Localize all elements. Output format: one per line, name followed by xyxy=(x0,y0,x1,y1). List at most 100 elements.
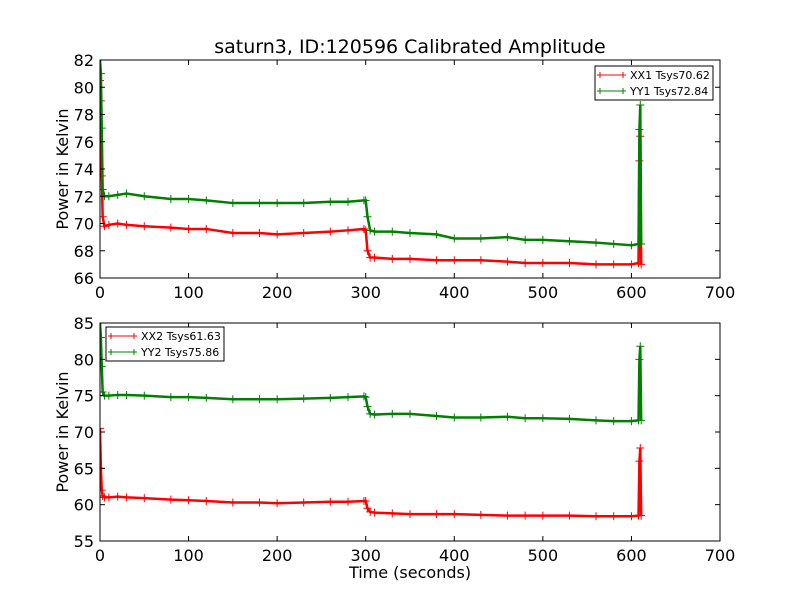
data-point xyxy=(363,246,372,255)
data-point xyxy=(122,390,131,399)
data-point xyxy=(100,486,106,495)
data-point xyxy=(521,414,530,423)
legend-marker xyxy=(620,72,626,78)
data-point xyxy=(388,227,397,236)
data-point xyxy=(565,237,574,246)
data-point xyxy=(104,391,113,400)
legend-1: XX2 Tsys61.63 YY2 Tsys75.86 xyxy=(105,326,225,362)
data-point xyxy=(432,256,441,265)
data-point xyxy=(113,492,122,501)
data-point xyxy=(202,196,211,205)
data-point xyxy=(636,100,645,109)
data-point xyxy=(521,511,530,520)
legend-marker xyxy=(108,333,114,339)
data-point xyxy=(255,229,264,238)
data-point xyxy=(202,497,211,506)
data-point xyxy=(184,496,193,505)
data-point xyxy=(627,512,636,521)
x-axis-label: Time (seconds) xyxy=(348,563,471,582)
legend-marker xyxy=(597,88,603,94)
data-point xyxy=(363,402,372,411)
data-point xyxy=(406,409,414,418)
data-point xyxy=(228,498,237,507)
data-point xyxy=(627,241,636,250)
x-tick-label: 500 xyxy=(528,283,559,302)
data-point xyxy=(503,233,512,242)
data-point xyxy=(503,511,512,520)
data-point xyxy=(344,197,352,206)
y-tick-label: 85 xyxy=(74,314,94,333)
x-tick-label: 100 xyxy=(173,546,204,565)
x-tick-label: 200 xyxy=(262,283,293,302)
data-point xyxy=(361,393,370,402)
data-point xyxy=(388,409,397,418)
y-tick-label: 60 xyxy=(74,496,94,515)
y-tick-label: 76 xyxy=(74,133,94,152)
data-point xyxy=(450,234,459,243)
data-point xyxy=(228,229,237,238)
data-point xyxy=(366,226,375,235)
data-point xyxy=(100,333,105,342)
data-point xyxy=(450,413,459,422)
data-point xyxy=(609,417,618,426)
data-point xyxy=(476,256,485,265)
data-point xyxy=(363,212,372,221)
x-tick-label: 300 xyxy=(350,546,381,565)
data-point xyxy=(406,229,414,238)
series-1-1 xyxy=(100,323,646,426)
data-point xyxy=(255,498,264,507)
data-point xyxy=(476,413,485,422)
data-point xyxy=(122,189,131,198)
x-tick-label: 600 xyxy=(616,283,647,302)
data-point xyxy=(166,194,175,203)
x-tick-label: 0 xyxy=(95,546,105,565)
data-point xyxy=(635,125,644,134)
y-tick-label: 75 xyxy=(74,387,94,406)
data-point xyxy=(388,254,397,263)
legend-marker xyxy=(620,88,626,94)
data-point xyxy=(370,508,379,517)
x-tick-label: 700 xyxy=(705,283,736,302)
data-point xyxy=(503,257,512,266)
data-point xyxy=(326,197,335,206)
data-point xyxy=(100,124,106,133)
legend-box xyxy=(594,65,714,101)
data-point xyxy=(273,199,282,208)
data-point xyxy=(637,511,646,520)
data-point xyxy=(592,512,600,521)
y-tick-label: 66 xyxy=(74,269,94,288)
data-point xyxy=(592,260,600,269)
data-point xyxy=(432,412,441,421)
data-point xyxy=(166,495,175,504)
data-point xyxy=(113,390,122,399)
data-point xyxy=(476,510,485,519)
chart-title: saturn3, ID:120596 Calibrated Amplitude xyxy=(214,36,606,58)
y-tick-label: 74 xyxy=(74,160,94,179)
data-point xyxy=(273,395,282,404)
data-point xyxy=(100,362,106,371)
data-point xyxy=(326,393,335,402)
data-point xyxy=(450,510,459,519)
legend-marker xyxy=(108,349,114,355)
data-point xyxy=(450,256,459,265)
data-point xyxy=(100,212,107,221)
legend-marker xyxy=(597,72,603,78)
data-point xyxy=(166,393,175,402)
data-point xyxy=(202,224,211,233)
data-point xyxy=(592,416,600,425)
data-point xyxy=(637,416,646,425)
data-point xyxy=(366,507,375,516)
data-point xyxy=(104,192,113,201)
data-point xyxy=(100,76,104,85)
legend-label: YY1 Tsys72.84 xyxy=(629,85,708,98)
data-point xyxy=(202,393,211,402)
data-point xyxy=(538,235,547,244)
data-point xyxy=(627,417,636,426)
data-point xyxy=(521,235,530,244)
data-point xyxy=(122,493,131,502)
data-point xyxy=(100,388,107,397)
data-point xyxy=(113,190,122,199)
data-point xyxy=(184,393,193,402)
data-point xyxy=(344,226,352,235)
data-point xyxy=(366,409,375,418)
